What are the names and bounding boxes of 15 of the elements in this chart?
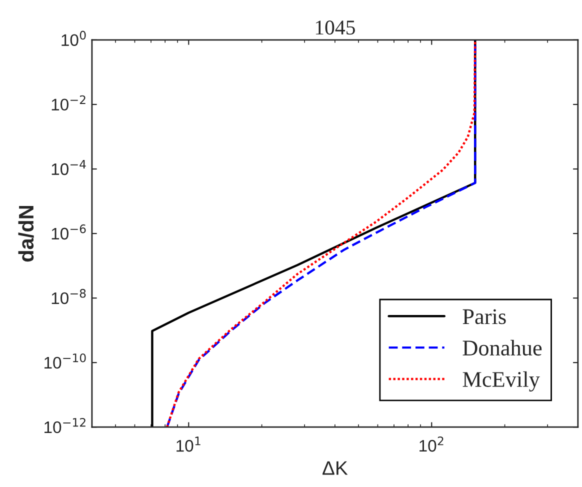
y-tick-label: 10$^{−2}$	[52, 95, 86, 111]
legend-label: Donahue	[462, 340, 542, 356]
y-tick-label: 10$^{−4}$	[52, 160, 86, 176]
legend-label: McEvily	[462, 371, 540, 392]
y-tick-label: 10$^{−8}$	[52, 288, 86, 304]
y-tick-label: 10$^{−12}$	[44, 418, 86, 434]
y-tick-label: 10$^{−10}$	[44, 353, 86, 369]
x-axis-title: ΔK	[322, 461, 348, 475]
legend-label: Paris	[462, 309, 506, 324]
y-axis-title: da/dN	[18, 206, 34, 262]
x-tick-label: 10$^{2}$	[420, 436, 444, 452]
x-tick-label: 10$^{1}$	[176, 436, 200, 452]
y-tick-label: 10$^{−6}$	[52, 224, 86, 240]
y-tick-label: 10$^{0}$	[62, 30, 86, 46]
chart-title: 1045	[316, 20, 355, 35]
